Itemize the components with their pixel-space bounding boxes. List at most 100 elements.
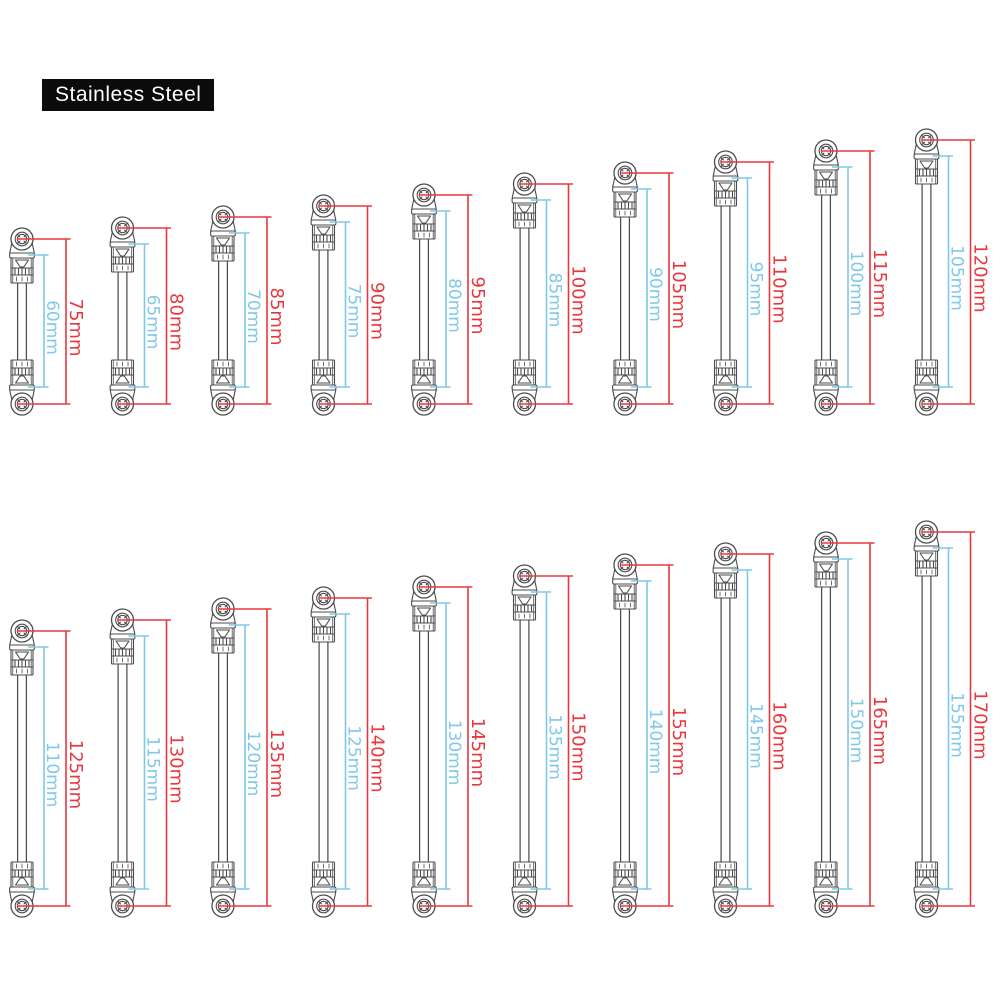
center-length-label: 85mm bbox=[545, 273, 565, 328]
ball-end-assembly bbox=[411, 359, 437, 416]
center-dimension bbox=[832, 166, 853, 388]
linkage-rod-illustration bbox=[9, 619, 35, 918]
overall-length-label: 95mm bbox=[467, 277, 488, 335]
linkage-rod-illustration bbox=[109, 216, 136, 416]
overall-dimension bbox=[117, 227, 171, 405]
center-length-label: 140mm bbox=[645, 709, 665, 775]
center-dimension bbox=[229, 232, 250, 388]
overall-dimension bbox=[821, 542, 875, 907]
center-dimension bbox=[430, 602, 451, 890]
overall-dimension bbox=[519, 575, 573, 907]
center-dimension bbox=[430, 210, 451, 388]
linkage-rod-illustration bbox=[109, 608, 136, 918]
ball-end-assembly bbox=[411, 575, 437, 632]
center-length-label: 100mm bbox=[846, 251, 866, 317]
center-dimension bbox=[229, 624, 250, 890]
overall-length-label: 115mm bbox=[869, 249, 890, 318]
center-length-label: 110mm bbox=[42, 742, 62, 808]
overall-dimension bbox=[218, 216, 272, 405]
overall-dimension bbox=[921, 139, 975, 405]
overall-dimension bbox=[117, 619, 171, 907]
linkage-rod-illustration bbox=[813, 139, 839, 416]
overall-length-label: 155mm bbox=[668, 707, 689, 776]
overall-length-label: 110mm bbox=[769, 254, 790, 323]
linkage-rod-illustration bbox=[813, 531, 839, 918]
overall-length-label: 160mm bbox=[769, 701, 790, 770]
ball-end-assembly bbox=[310, 861, 337, 918]
overall-dimension bbox=[519, 183, 573, 405]
center-dimension bbox=[731, 569, 752, 890]
overall-dimension bbox=[218, 608, 272, 907]
overall-length-label: 105mm bbox=[668, 260, 689, 329]
center-length-label: 150mm bbox=[846, 698, 866, 764]
overall-length-label: 100mm bbox=[568, 265, 589, 334]
overall-length-label: 120mm bbox=[970, 243, 991, 312]
center-dimension bbox=[28, 254, 49, 388]
overall-dimension bbox=[419, 194, 473, 405]
linkage-rod-illustration bbox=[712, 150, 739, 416]
center-length-label: 145mm bbox=[746, 703, 766, 769]
overall-length-label: 145mm bbox=[467, 718, 488, 787]
linkage-rod-illustration bbox=[612, 161, 638, 416]
center-length-label: 105mm bbox=[947, 245, 967, 311]
ball-end-assembly bbox=[310, 359, 337, 416]
center-length-label: 125mm bbox=[344, 725, 364, 791]
overall-dimension bbox=[318, 597, 372, 907]
center-length-label: 90mm bbox=[645, 267, 665, 322]
ball-end-assembly bbox=[813, 861, 839, 918]
linkage-rod-illustration bbox=[411, 183, 437, 416]
overall-dimension bbox=[17, 238, 71, 405]
material-badge: Stainless Steel bbox=[42, 79, 215, 111]
center-dimension bbox=[932, 547, 953, 890]
overall-length-label: 75mm bbox=[65, 299, 86, 357]
center-length-label: 95mm bbox=[746, 262, 766, 317]
overall-dimension bbox=[720, 553, 774, 907]
linkage-rod-illustration bbox=[310, 586, 337, 918]
center-length-label: 135mm bbox=[545, 714, 565, 780]
center-length-label: 155mm bbox=[947, 692, 967, 758]
linkage-rod-illustration bbox=[712, 542, 739, 918]
ball-end-assembly bbox=[913, 861, 940, 918]
ball-end-assembly bbox=[712, 359, 739, 416]
overall-dimension bbox=[419, 586, 473, 907]
center-length-label: 130mm bbox=[444, 720, 464, 786]
overall-length-label: 130mm bbox=[166, 734, 187, 803]
center-length-label: 80mm bbox=[444, 278, 464, 333]
linkage-rod-illustration bbox=[310, 194, 337, 416]
center-dimension bbox=[731, 177, 752, 388]
center-dimension bbox=[329, 613, 350, 890]
overall-length-label: 135mm bbox=[266, 729, 287, 798]
center-dimension bbox=[631, 188, 652, 388]
overall-length-label: 170mm bbox=[970, 690, 991, 759]
ball-end-assembly bbox=[712, 861, 739, 918]
center-length-label: 65mm bbox=[143, 295, 163, 350]
overall-length-label: 165mm bbox=[869, 696, 890, 765]
linkage-rod-illustration bbox=[913, 520, 940, 918]
center-dimension bbox=[832, 558, 853, 890]
overall-length-label: 85mm bbox=[266, 288, 287, 346]
center-dimension bbox=[932, 155, 953, 388]
center-dimension bbox=[329, 221, 350, 388]
overall-length-label: 140mm bbox=[367, 723, 388, 792]
linkage-rod-illustration bbox=[612, 553, 638, 918]
overall-dimension bbox=[620, 564, 674, 907]
overall-dimension bbox=[318, 205, 372, 405]
center-dimension bbox=[28, 646, 49, 890]
